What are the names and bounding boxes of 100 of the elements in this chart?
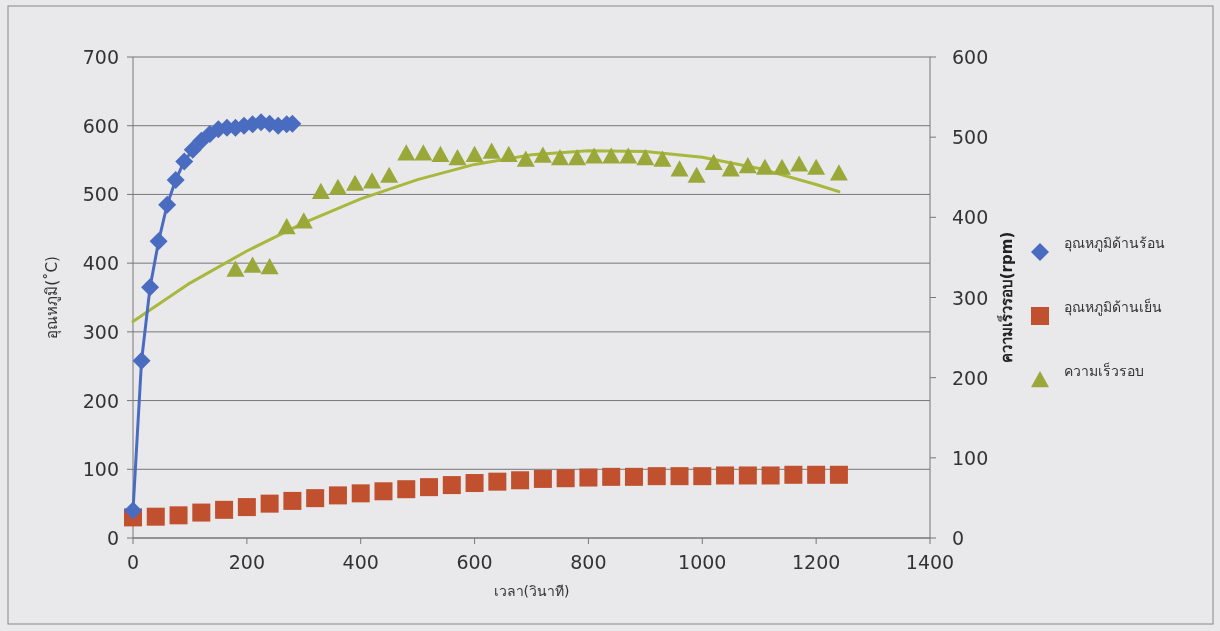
point	[448, 149, 467, 166]
point	[761, 466, 780, 485]
y2-tick-label: 100	[952, 446, 989, 469]
point	[431, 145, 450, 162]
point	[807, 465, 826, 484]
line-series	[131, 149, 841, 324]
legend-label: อุณหภูมิด้านเย็น	[1064, 298, 1162, 316]
point	[283, 491, 302, 510]
point	[192, 503, 211, 522]
point	[784, 465, 803, 484]
point	[149, 232, 168, 251]
point	[829, 465, 848, 484]
point	[124, 501, 142, 520]
point	[380, 166, 399, 183]
point	[141, 278, 160, 297]
point	[602, 147, 621, 164]
point	[693, 467, 712, 486]
point	[602, 467, 621, 486]
y2-tick-label: 600	[952, 46, 989, 68]
y2-tick-label: 300	[952, 286, 989, 309]
y-tick-label: 400	[82, 252, 119, 275]
point	[829, 164, 848, 181]
point	[397, 144, 416, 161]
point	[277, 217, 296, 235]
point	[237, 498, 256, 517]
point	[721, 160, 740, 177]
point	[550, 149, 569, 166]
point	[243, 256, 262, 273]
point	[132, 351, 151, 370]
point	[183, 140, 202, 159]
point	[420, 478, 439, 497]
point	[328, 486, 347, 505]
point	[516, 150, 535, 167]
point	[215, 500, 234, 519]
legend-label: ความเร็วรอบ	[1064, 362, 1144, 379]
x-tick-label: 1000	[678, 551, 727, 573]
y-tick-label: 500	[82, 183, 119, 206]
y2-tick-label: 200	[952, 366, 989, 389]
point	[499, 145, 518, 162]
point	[687, 166, 706, 183]
y-tick-label: 600	[82, 114, 119, 137]
x-tick-label: 200	[228, 551, 265, 573]
point	[807, 158, 826, 175]
legend-label: อุณหภูมิด้านร้อน	[1064, 235, 1165, 252]
point	[260, 258, 279, 275]
point	[488, 472, 507, 491]
point	[568, 149, 587, 166]
x-tick-label: 0	[126, 551, 140, 573]
y-tick-label: 100	[82, 458, 119, 481]
point	[704, 153, 723, 171]
point	[647, 467, 666, 486]
point	[738, 466, 757, 485]
point	[585, 147, 604, 164]
point	[738, 157, 757, 174]
point	[374, 482, 393, 501]
x-tick-label: 1200	[791, 551, 841, 573]
point	[397, 480, 416, 499]
point	[482, 142, 501, 159]
point	[306, 489, 325, 508]
point	[533, 469, 552, 488]
point	[414, 144, 433, 161]
point	[670, 467, 689, 486]
x-tick-label: 800	[570, 551, 607, 573]
point	[442, 476, 461, 495]
y2-axis-title: ความเร็วรอบ(rpm)	[997, 231, 1016, 364]
point	[556, 469, 575, 488]
point	[175, 152, 194, 171]
point	[624, 467, 643, 486]
point	[158, 195, 177, 214]
point	[328, 178, 347, 195]
x-tick-label: 1400	[905, 551, 955, 573]
point	[346, 174, 365, 191]
point	[465, 145, 484, 162]
point	[465, 474, 484, 493]
x-tick-label: 600	[456, 551, 493, 573]
point	[311, 182, 330, 199]
point	[533, 146, 552, 163]
y2-tick-label: 500	[952, 126, 989, 149]
point	[169, 506, 188, 525]
point	[579, 468, 598, 487]
point	[716, 466, 735, 485]
y-tick-label: 200	[82, 389, 119, 412]
point	[653, 150, 672, 167]
point	[166, 171, 185, 189]
y2-tick-label: 0	[952, 527, 965, 549]
point	[351, 484, 370, 503]
point	[755, 158, 774, 175]
point	[511, 471, 530, 490]
x-tick-label: 400	[342, 551, 379, 573]
point	[636, 149, 655, 166]
point	[772, 158, 791, 175]
y-tick-label: 0	[106, 527, 119, 549]
point	[670, 160, 689, 177]
point	[294, 212, 313, 229]
point	[619, 147, 638, 164]
point	[790, 155, 809, 172]
point	[260, 494, 279, 513]
point	[146, 507, 165, 526]
point	[226, 260, 245, 277]
y-tick-label: 300	[82, 320, 119, 343]
